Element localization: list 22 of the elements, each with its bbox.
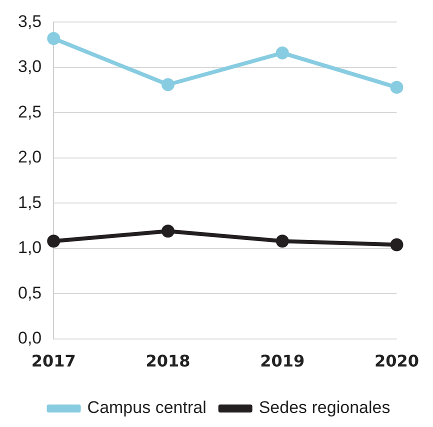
point bbox=[162, 78, 174, 92]
y-tick-label: 3,0 bbox=[18, 57, 42, 76]
y-tick-label: 0,5 bbox=[18, 283, 42, 302]
y-tick-label: 0,0 bbox=[18, 328, 42, 348]
y-tick-label: 1,0 bbox=[18, 238, 42, 258]
point bbox=[276, 46, 289, 60]
x-tick-label: 2018 bbox=[146, 352, 190, 371]
x-tick-label: 2019 bbox=[260, 352, 305, 371]
x-tick-label: 2017 bbox=[31, 352, 76, 371]
point bbox=[390, 80, 404, 94]
point bbox=[162, 224, 174, 238]
y-tick-label: 3,5 bbox=[18, 12, 42, 31]
legend-label: Campus central bbox=[87, 398, 206, 418]
point bbox=[276, 234, 289, 248]
y-tick-label: 2,0 bbox=[18, 148, 42, 167]
y-tick-label: 2,5 bbox=[18, 102, 42, 122]
point bbox=[47, 234, 60, 248]
x-tick-label: 2020 bbox=[374, 352, 419, 371]
point bbox=[47, 32, 60, 45]
legend-label: Sedes regionales bbox=[258, 398, 390, 418]
point bbox=[390, 238, 404, 252]
y-tick-label: 1,5 bbox=[18, 192, 42, 212]
